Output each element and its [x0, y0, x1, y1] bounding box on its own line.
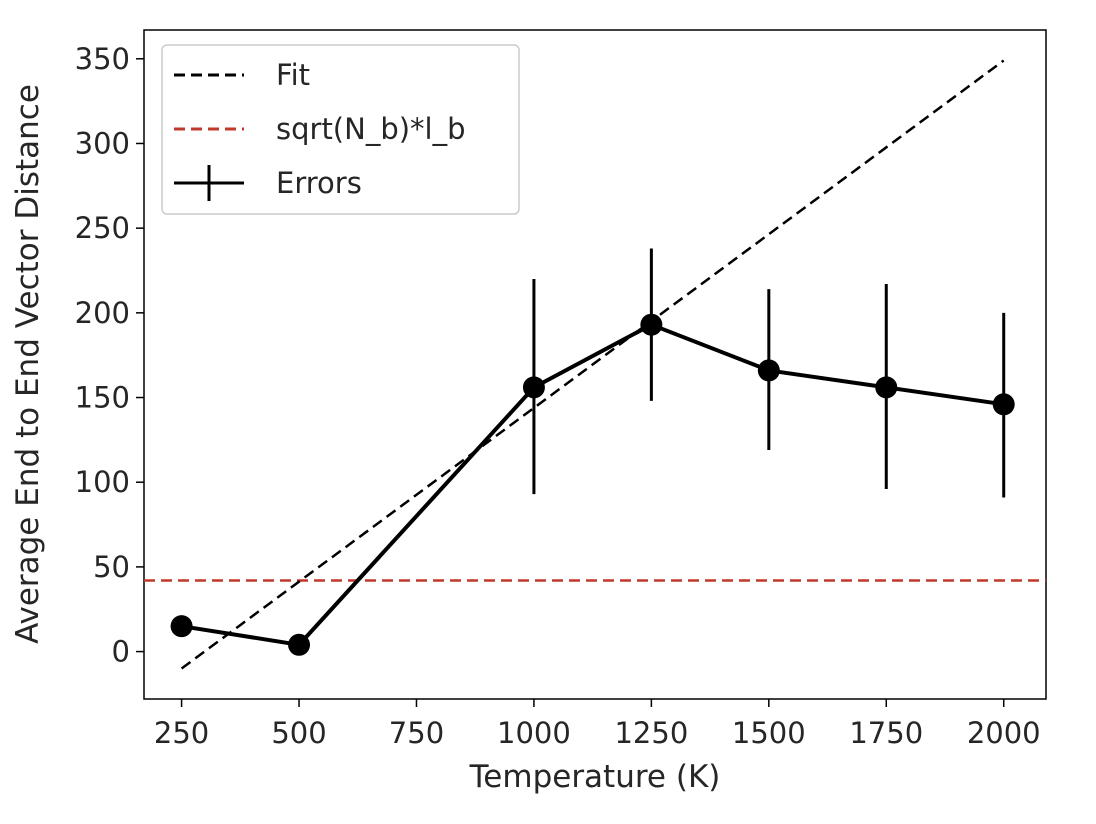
legend-fit-label: Fit	[276, 58, 310, 92]
data-point	[875, 376, 898, 399]
x-axis-title: Temperature (K)	[469, 759, 721, 795]
data-point	[992, 393, 1015, 416]
data-point	[522, 376, 545, 399]
y-tick-label: 50	[93, 550, 130, 584]
series-layer	[144, 59, 1046, 670]
ticks: 250 500 750 1000 1250 1500 1750 2000 0 50 100 150 20…	[75, 42, 1041, 750]
fit-line	[180, 59, 1005, 670]
data-point	[757, 359, 780, 382]
data-point	[640, 313, 663, 336]
data-point	[288, 633, 311, 656]
x-tick-label: 1250	[614, 716, 688, 750]
y-tick-label: 250	[75, 211, 130, 245]
y-tick-label: 200	[75, 296, 130, 330]
y-axis-title: Average End to End Vector Distance	[10, 84, 46, 644]
x-tick-label: 250	[154, 716, 209, 750]
y-tick-label: 350	[75, 42, 130, 76]
y-tick-label: 100	[75, 465, 130, 499]
legend-frame	[161, 44, 520, 215]
y-tick-label: 150	[75, 381, 130, 415]
y-tick-label: 0	[112, 635, 130, 669]
x-tick-label: 1500	[732, 716, 806, 750]
x-tick-label: 750	[389, 716, 444, 750]
legend-errors-label: Errors	[276, 166, 362, 200]
y-tick-label: 300	[75, 126, 130, 160]
x-tick-label: 1000	[497, 716, 571, 750]
x-tick-label: 500	[271, 716, 326, 750]
x-tick-label: 1750	[849, 716, 923, 750]
data-point	[170, 615, 193, 638]
x-tick-label: 2000	[967, 716, 1041, 750]
legend-ref-label: sqrt(N_b)*l_b	[276, 112, 466, 146]
legend: Fit sqrt(N_b)*l_b Errors	[161, 44, 520, 215]
